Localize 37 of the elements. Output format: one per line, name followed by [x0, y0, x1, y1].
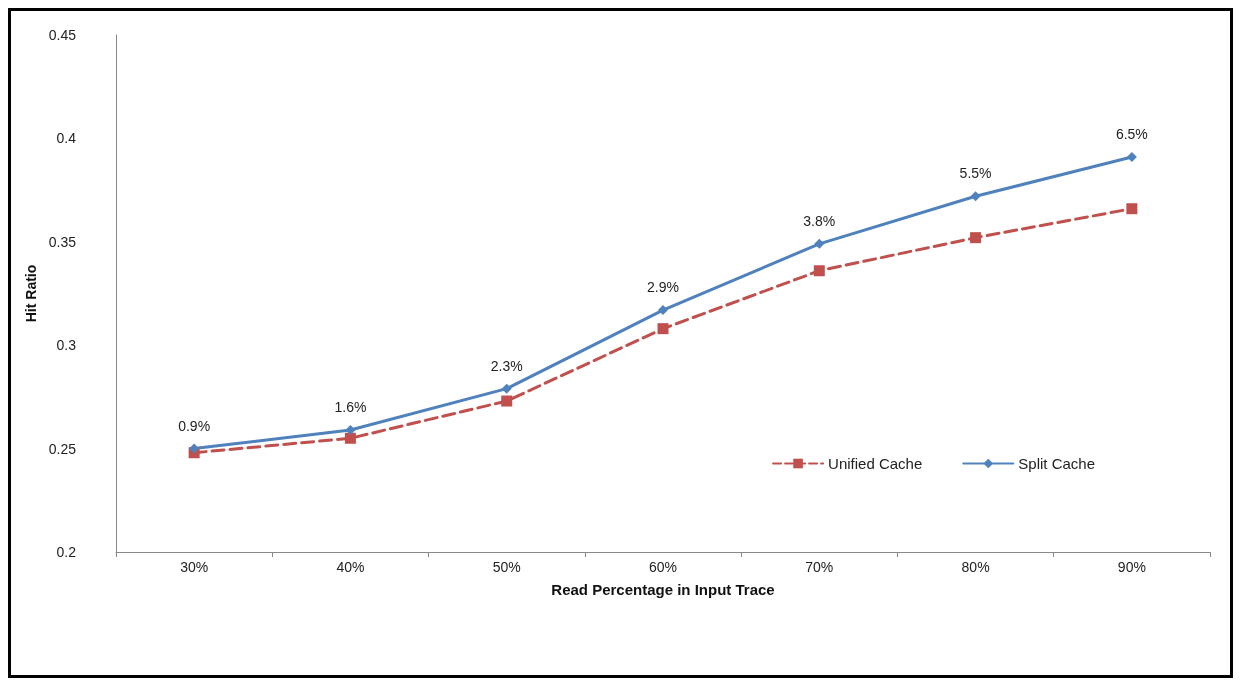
- annotation: 5.5%: [959, 165, 992, 182]
- x-tick-label: 50%: [492, 559, 521, 575]
- x-axis-title: Read Percentage in Input Trace: [551, 581, 775, 598]
- point: [1126, 152, 1137, 163]
- y-tick-label: 0.4: [56, 130, 77, 147]
- point: [1126, 203, 1138, 215]
- y-axis-title: Hit Ratio: [22, 264, 39, 323]
- y-tick-label: 0.35: [48, 233, 77, 250]
- y-tick-label: 0.3: [56, 337, 77, 354]
- x-tick-label: 90%: [1117, 559, 1146, 575]
- point: [813, 265, 825, 277]
- annotation: 3.8%: [803, 212, 836, 229]
- y-tick-label: 0.45: [48, 27, 77, 43]
- annotation: 1.6%: [334, 398, 367, 415]
- x-tick-label: 80%: [961, 559, 990, 575]
- legend-label: Split Cache: [1018, 455, 1096, 472]
- y-tick-label: 0.25: [48, 440, 77, 457]
- annotation: 2.9%: [647, 279, 679, 296]
- point: [501, 395, 513, 407]
- x-tick-label: 30%: [180, 559, 209, 575]
- point: [814, 238, 825, 249]
- x-tick-label: 70%: [805, 559, 834, 575]
- annotation: 0.9%: [178, 417, 211, 434]
- x-tick-label: 60%: [648, 559, 678, 575]
- annotation: 2.3%: [490, 357, 523, 374]
- y-tick-label: 0.2: [56, 544, 77, 560]
- point: [970, 232, 982, 244]
- point: [501, 383, 512, 394]
- point: [345, 424, 356, 435]
- point: [657, 323, 669, 335]
- point: [970, 191, 981, 202]
- point: [189, 443, 200, 454]
- annotation: 6.5%: [1115, 126, 1148, 143]
- point: [658, 305, 668, 316]
- legend-label: Unified Cache: [828, 455, 923, 472]
- x-tick-label: 40%: [336, 559, 365, 575]
- point: [344, 432, 356, 444]
